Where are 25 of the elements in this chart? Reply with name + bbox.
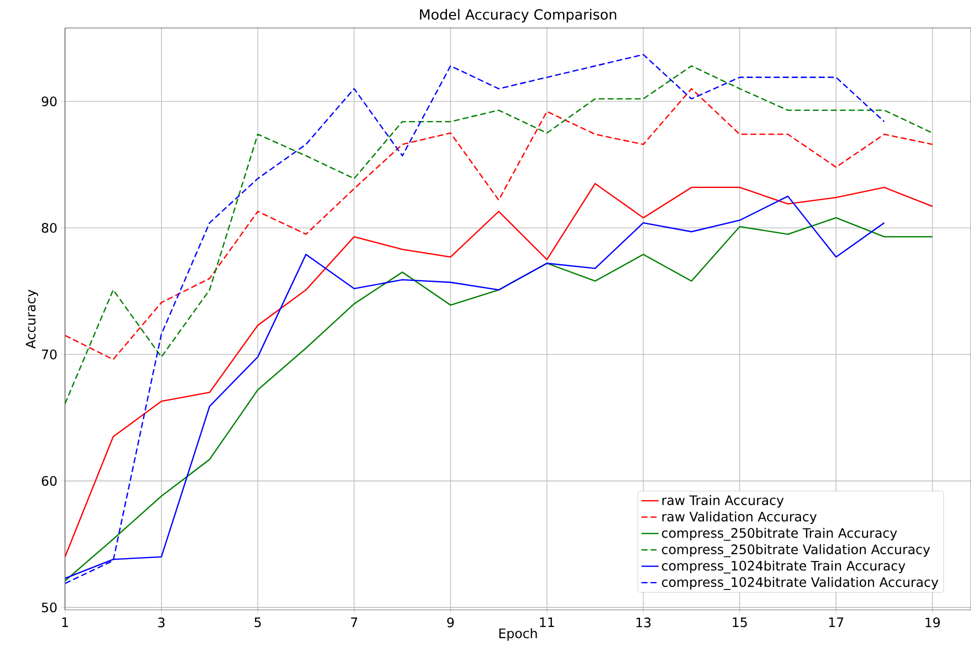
x-tick-label: 7 <box>351 618 358 627</box>
x-tick-label: 11 <box>540 618 554 627</box>
y-axis-title: Accuracy <box>26 290 38 349</box>
legend-label: compress_1024bitrate Train Accuracy <box>662 560 906 574</box>
y-tick-label: 80 <box>42 222 57 233</box>
x-tick-label: 9 <box>447 618 454 628</box>
legend-label: compress_250bitrate Train Accuracy <box>662 528 897 541</box>
legend-label: raw Validation Accuracy <box>662 511 817 524</box>
x-tick-label: 19 <box>926 618 940 628</box>
x-tick-label: 5 <box>254 618 261 628</box>
x-tick-label: 3 <box>158 618 164 628</box>
x-tick-label: 15 <box>732 618 747 628</box>
line-series <box>65 88 934 360</box>
y-tick-label: 90 <box>42 96 57 106</box>
legend-label: raw Train Accuracy <box>662 495 784 508</box>
chart-title: Model Accuracy Comparison <box>420 8 616 22</box>
legend-label: compress_1024bitrate Validation Accuracy <box>662 576 938 590</box>
y-tick-label: 70 <box>42 350 57 360</box>
x-axis-title: Epoch <box>499 628 537 641</box>
x-tick-label: 1 <box>62 618 68 627</box>
y-tick-label: 60 <box>42 476 57 486</box>
x-tick-label: 17 <box>829 618 844 627</box>
y-tick-label: 50 <box>42 602 57 612</box>
legend-label: compress_250bitrate Validation Accuracy <box>662 544 930 558</box>
x-tick-label: 13 <box>636 618 651 628</box>
